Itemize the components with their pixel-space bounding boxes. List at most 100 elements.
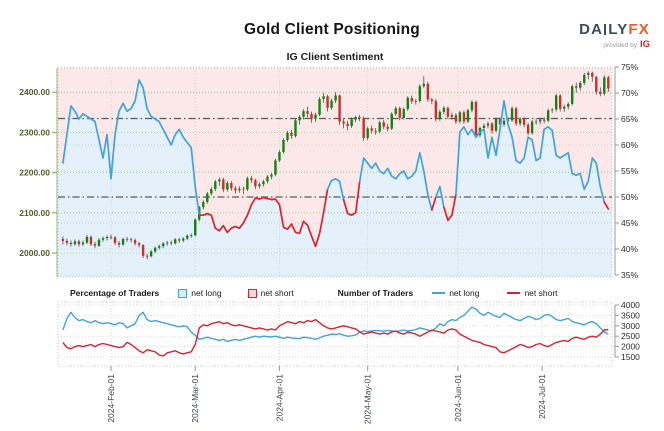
candle-down — [382, 122, 385, 127]
candle-up — [165, 242, 169, 244]
net-long-majority-segment — [326, 177, 345, 201]
candle-up — [518, 118, 522, 124]
right-axis-percent: 75% 70% 65% 60% 55% 50% 45% 40% 35% — [614, 62, 638, 280]
logo-text-fx: FX — [628, 21, 650, 38]
candle-up — [538, 119, 542, 122]
candle-up — [298, 116, 301, 121]
candle-up — [418, 86, 422, 102]
candle-up — [97, 239, 101, 246]
price-tick-label: 2100.00 — [19, 208, 50, 218]
candle-up — [583, 74, 586, 83]
candle-up — [206, 193, 209, 202]
candle-down — [599, 91, 602, 94]
candle-up — [286, 132, 289, 141]
candle-down — [89, 236, 93, 245]
candle-up — [153, 247, 157, 252]
candle-up — [262, 181, 265, 185]
candle-down — [374, 130, 377, 132]
candle-down — [595, 76, 598, 92]
candle-down — [145, 255, 149, 257]
ig-logo: IG — [639, 39, 650, 50]
fill-below-line — [58, 80, 612, 277]
candle-down — [607, 77, 610, 89]
candle-up — [121, 238, 125, 245]
candle-up — [414, 101, 418, 102]
candle-up — [378, 122, 381, 132]
candlesticks — [61, 71, 610, 260]
candle-down — [125, 238, 129, 240]
candle-down — [386, 126, 389, 129]
candle-up — [603, 77, 606, 94]
pct-tick-label: 45% — [621, 218, 638, 228]
candle-up — [546, 110, 550, 121]
candle-up — [294, 120, 297, 137]
candle-down — [462, 112, 466, 122]
net-short-majority-segment — [430, 196, 437, 211]
pct-tick-label: 35% — [621, 270, 638, 280]
candle-up — [330, 100, 333, 108]
candle-up — [466, 110, 470, 122]
candle-up — [302, 111, 305, 117]
dailyfx-logo: DA LY FX provided by IG — [579, 22, 650, 50]
candle-up — [394, 108, 397, 114]
candle-up — [390, 113, 393, 129]
candle-up — [202, 201, 205, 208]
candle-up — [190, 235, 193, 237]
candle-up — [218, 179, 221, 182]
candle-down — [77, 241, 81, 245]
candle-up — [226, 183, 229, 190]
price-tick-label: 2000.00 — [19, 248, 50, 258]
pct-tick-label: 50% — [621, 192, 638, 202]
candle-up — [366, 128, 369, 139]
candle-up — [406, 97, 409, 110]
net-short-count-line — [62, 318, 609, 357]
candle-up — [422, 83, 426, 87]
sentiment-fills — [58, 68, 612, 277]
candle-up — [214, 181, 217, 190]
x-axis-dates: 2024-Feb-01 2024-Mar-01 2024-Apr-01 2024-Ma… — [106, 366, 547, 424]
candle-down — [113, 237, 117, 243]
candle-up — [510, 108, 514, 121]
candle-down — [306, 111, 309, 114]
net-long-majority-segment — [435, 185, 445, 209]
candle-down — [93, 244, 97, 246]
candle-up — [210, 189, 213, 194]
pct-tick-label: 40% — [621, 244, 638, 254]
logo-text-da: DA — [579, 21, 604, 38]
candle-down — [575, 86, 578, 88]
count-tick-label: 3500 — [621, 310, 640, 320]
main-plot-border — [57, 67, 613, 278]
candle-up — [442, 107, 446, 112]
candle-up — [334, 95, 337, 101]
candle-down — [398, 108, 401, 118]
candle-down — [410, 97, 413, 102]
candle-down — [591, 72, 594, 77]
pct-tick-label: 65% — [621, 114, 638, 124]
net-long-majority-segment — [62, 79, 201, 217]
candle-down — [230, 183, 233, 189]
net-short-majority-segment — [443, 193, 457, 222]
candle-up — [562, 106, 566, 109]
candle-down — [109, 236, 113, 238]
candle-up — [246, 178, 249, 190]
candle-up — [322, 96, 325, 100]
candle-up — [350, 119, 353, 126]
net-short-swatch-icon — [247, 288, 257, 298]
candle-up — [149, 251, 153, 257]
net-long-swatch-icon — [178, 288, 188, 298]
candle-up — [438, 111, 442, 119]
candle-down — [542, 119, 546, 121]
candle-up — [587, 72, 590, 75]
candle-up — [274, 160, 277, 175]
candle-down — [346, 123, 349, 126]
candle-down — [430, 99, 434, 102]
candle-up — [482, 125, 486, 128]
date-tick-label: 2024-Jun-01 — [453, 374, 463, 422]
net-long-majority-segment — [455, 99, 606, 204]
logo-provided-by: provided by IG — [603, 39, 650, 50]
price-tick-label: 2200.00 — [19, 168, 50, 178]
candle-up — [194, 219, 197, 236]
candle-down — [526, 124, 530, 134]
candle-up — [173, 239, 177, 244]
